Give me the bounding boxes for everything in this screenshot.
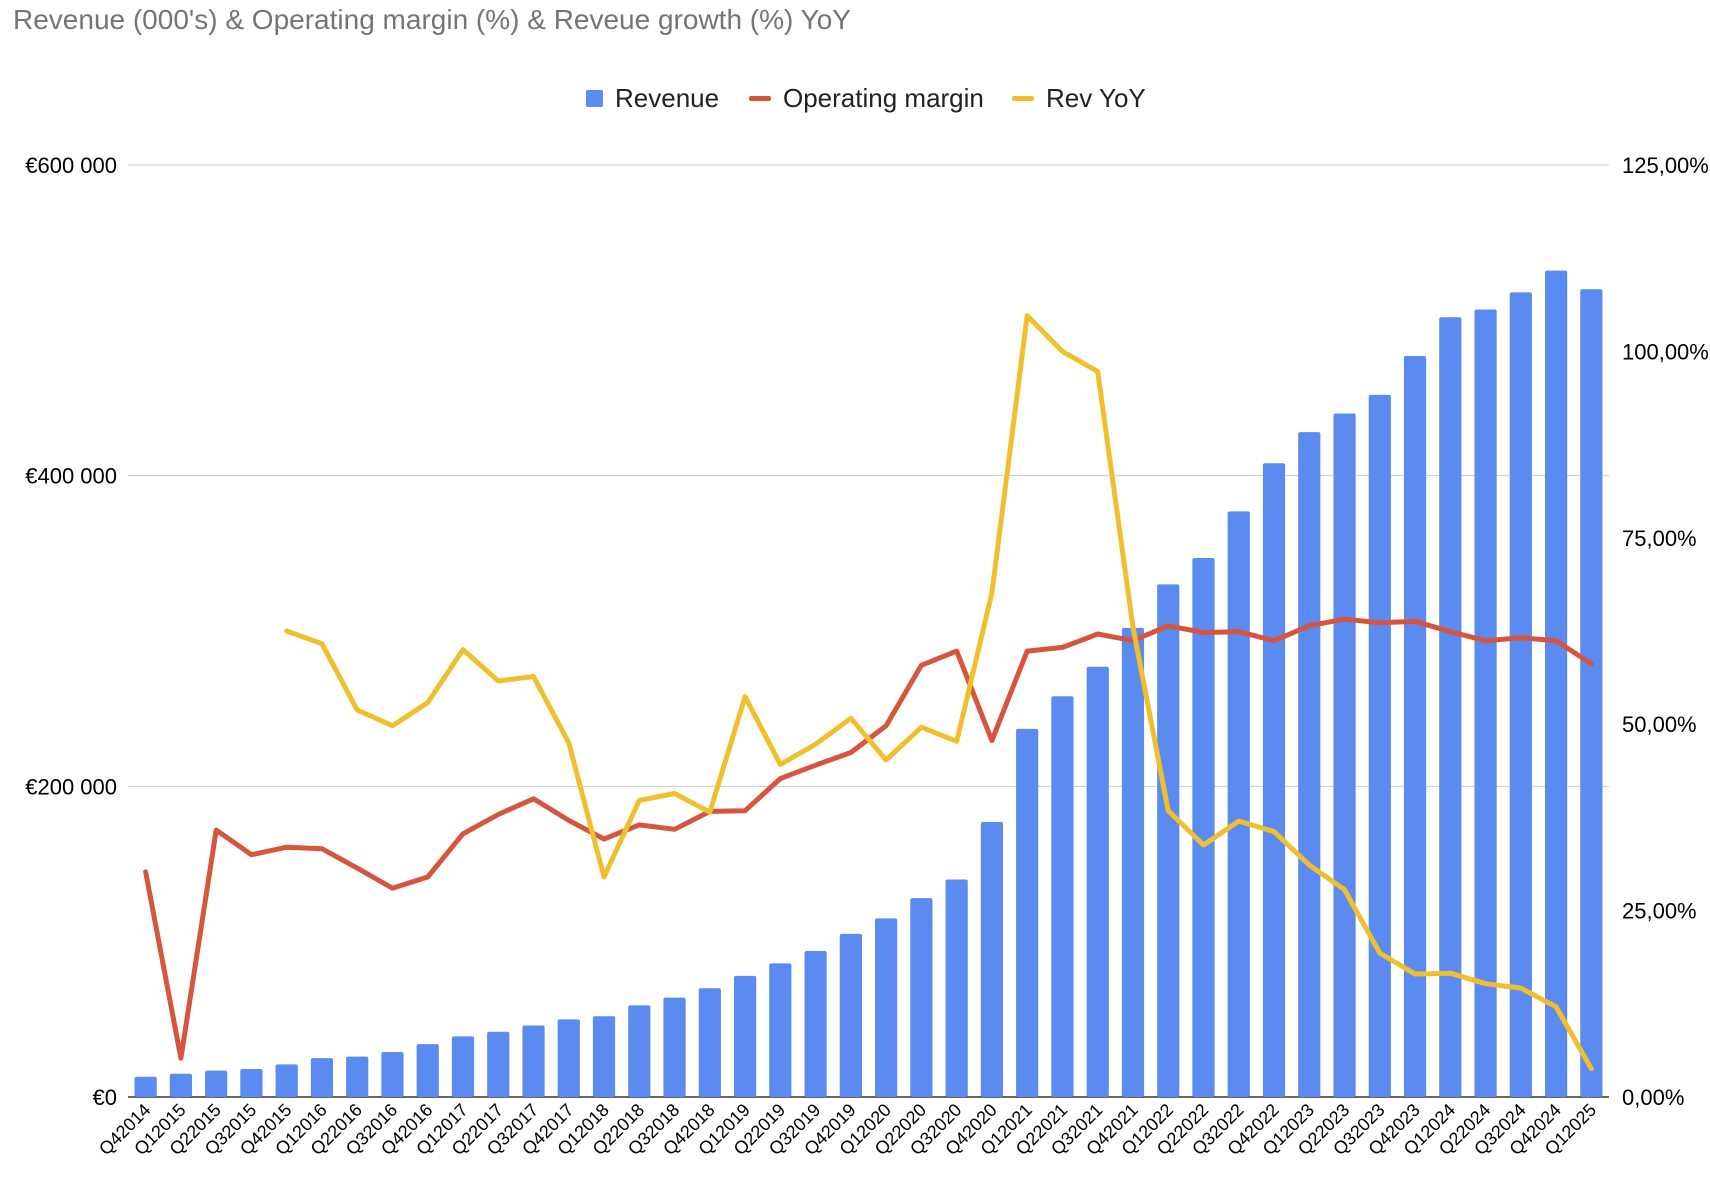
legend: Revenue Operating margin Rev YoY — [0, 80, 1710, 116]
revenue-bar[interactable] — [310, 1058, 334, 1097]
revenue-bar[interactable] — [416, 1044, 439, 1097]
revenue-bar[interactable] — [1262, 463, 1286, 1097]
left-tick-label: €400 000 — [25, 464, 117, 489]
revenue-bar[interactable] — [592, 1016, 616, 1097]
revenue-bar[interactable] — [522, 1025, 545, 1097]
revenue-bar[interactable] — [1509, 292, 1532, 1098]
revenue-bar[interactable] — [1403, 356, 1427, 1097]
revenue-bar[interactable] — [1051, 696, 1074, 1097]
revenue-bar[interactable] — [169, 1073, 193, 1097]
revenue-bar[interactable] — [1544, 270, 1568, 1097]
revenue-bar[interactable] — [769, 963, 792, 1097]
legend-label-rev-yoy: Rev YoY — [1046, 82, 1146, 113]
revenue-bar[interactable] — [1016, 728, 1039, 1097]
right-tick-label: 25,00% — [1622, 899, 1697, 924]
right-axis: 0,00% 25,00% 50,00% 75,00% 100,00% 125,00% — [1622, 153, 1709, 1110]
legend-label-operating-margin: Operating margin — [783, 82, 984, 113]
revenue-bar[interactable] — [910, 898, 933, 1097]
series-line-rev-yoy[interactable] — [284, 313, 1594, 1072]
legend-swatch-revenue — [586, 89, 603, 107]
revenue-bar[interactable] — [980, 822, 1004, 1097]
legend-label-revenue: Revenue — [615, 82, 720, 113]
legend-item-revenue[interactable]: Revenue — [586, 80, 719, 116]
revenue-bar[interactable] — [205, 1070, 228, 1097]
legend-item-operating-margin[interactable]: Operating margin — [749, 80, 984, 116]
revenue-bar[interactable] — [557, 1019, 580, 1097]
revenue-bar[interactable] — [1227, 511, 1250, 1098]
left-tick-label: €600 000 — [25, 153, 117, 178]
left-tick-label: €0 — [93, 1085, 117, 1110]
right-tick-label: 125,00% — [1622, 153, 1709, 178]
revenue-bar[interactable] — [804, 950, 827, 1097]
revenue-bar[interactable] — [1192, 557, 1215, 1097]
revenue-bar[interactable] — [1121, 627, 1145, 1097]
revenue-bar[interactable] — [1298, 432, 1321, 1097]
right-tick-label: 0,00% — [1622, 1085, 1684, 1110]
right-tick-label: 100,00% — [1622, 339, 1709, 364]
legend-swatch-operating-margin — [749, 95, 771, 101]
revenue-bar[interactable] — [663, 997, 686, 1097]
revenue-bar[interactable] — [733, 975, 757, 1097]
legend-item-rev-yoy[interactable]: Rev YoY — [1012, 80, 1146, 116]
revenue-bar[interactable] — [346, 1056, 369, 1097]
right-tick-label: 50,00% — [1622, 712, 1697, 737]
left-tick-label: €200 000 — [25, 774, 117, 799]
revenue-bar[interactable] — [240, 1069, 263, 1097]
revenue-bar[interactable] — [698, 988, 721, 1097]
revenue-bar[interactable] — [1580, 289, 1603, 1097]
legend-swatch-rev-yoy — [1012, 95, 1034, 101]
revenue-bar[interactable] — [275, 1064, 298, 1097]
revenue-bar[interactable] — [1157, 584, 1180, 1097]
revenue-bar[interactable] — [451, 1036, 475, 1097]
right-tick-label: 75,00% — [1622, 526, 1697, 551]
revenue-bar[interactable] — [839, 933, 862, 1097]
x-axis: Q42014Q12015Q22015Q32015Q42015Q12016Q220… — [95, 1100, 1600, 1159]
revenue-bars — [134, 270, 1603, 1098]
chart-title: Revenue (000's) & Operating margin (%) &… — [13, 4, 851, 35]
revenue-bar[interactable] — [945, 879, 968, 1097]
revenue-bar[interactable] — [1368, 394, 1391, 1098]
series-lines — [143, 313, 1594, 1072]
revenue-bar[interactable] — [1474, 309, 1497, 1098]
revenue-bar[interactable] — [875, 918, 898, 1097]
revenue-bar[interactable] — [1086, 666, 1109, 1097]
revenue-bar[interactable] — [134, 1076, 157, 1097]
gridlines — [128, 164, 1609, 1098]
revenue-bar[interactable] — [1333, 413, 1356, 1097]
revenue-bar[interactable] — [1439, 317, 1462, 1097]
revenue-bar[interactable] — [381, 1051, 404, 1097]
revenue-bar[interactable] — [628, 1005, 651, 1097]
revenue-bar[interactable] — [487, 1031, 510, 1097]
left-axis: €0 €200 000 €400 000 €600 000 — [25, 153, 117, 1110]
